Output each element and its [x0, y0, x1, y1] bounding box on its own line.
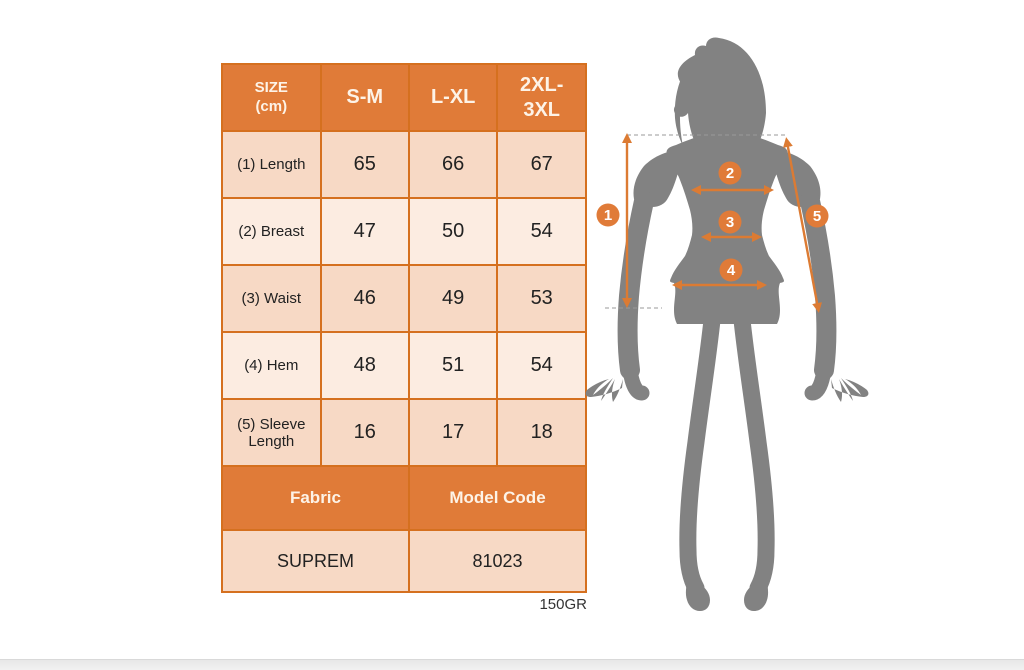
svg-text:2: 2	[726, 165, 734, 182]
svg-text:5: 5	[813, 208, 821, 225]
svg-text:3: 3	[726, 214, 734, 231]
svg-text:4: 4	[727, 262, 736, 279]
svg-text:1: 1	[604, 207, 612, 224]
